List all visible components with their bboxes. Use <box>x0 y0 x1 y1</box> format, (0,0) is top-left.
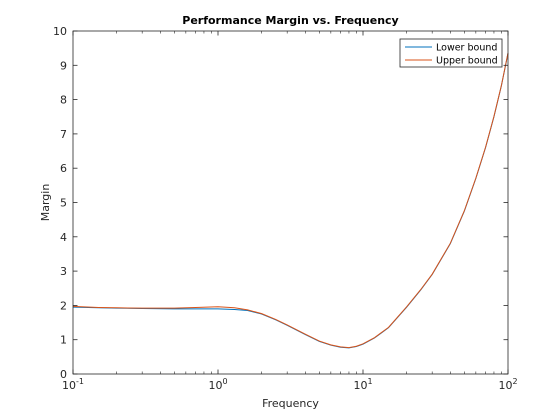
x-axis: 10-1 100 101 102 <box>62 31 518 392</box>
legend-box <box>399 38 503 68</box>
x-tick-base: 10 <box>498 379 512 392</box>
y-axis: 0 1 2 3 4 5 6 7 8 9 10 <box>53 25 508 381</box>
x-tick-exponent: 1 <box>367 377 372 386</box>
y-tick-label: 7 <box>60 128 67 141</box>
y-tick-label: 10 <box>53 25 67 38</box>
y-axis-label: Margin <box>39 184 52 222</box>
x-tick-label: 102 <box>498 377 517 392</box>
legend-label-lower-bound: Lower bound <box>436 43 497 54</box>
x-tick-base: 10 <box>62 379 76 392</box>
x-tick-base: 10 <box>353 379 367 392</box>
y-tick-label: 9 <box>60 59 67 72</box>
x-tick-label: 10-1 <box>62 377 84 392</box>
legend-label-upper-bound: Upper bound <box>436 56 498 67</box>
y-tick-label: 2 <box>60 299 67 312</box>
y-tick-label: 8 <box>60 94 67 107</box>
x-tick-exponent: 2 <box>512 377 517 386</box>
x-tick-exponent: 0 <box>222 377 227 386</box>
x-tick-label: 100 <box>208 377 227 392</box>
y-tick-label: 6 <box>60 162 67 175</box>
x-axis-label: Frequency <box>262 397 319 410</box>
series-layer <box>72 52 509 349</box>
x-tick-label: 101 <box>353 377 372 392</box>
y-tick-label: 4 <box>60 231 67 244</box>
y-tick-label: 0 <box>60 368 67 381</box>
series-line-upper-bound <box>72 52 509 349</box>
y-tick-label: 1 <box>60 334 67 347</box>
y-tick-label: 5 <box>60 197 67 210</box>
y-tick-label: 3 <box>60 265 67 278</box>
plot-area <box>73 31 508 374</box>
x-tick-base: 10 <box>208 379 222 392</box>
x-tick-exponent: -1 <box>76 377 84 386</box>
chart-title: Performance Margin vs. Frequency <box>182 14 398 27</box>
legend-entries: Lower bound Upper bound <box>405 43 498 67</box>
legend: Lower bound Upper bound <box>399 38 503 68</box>
